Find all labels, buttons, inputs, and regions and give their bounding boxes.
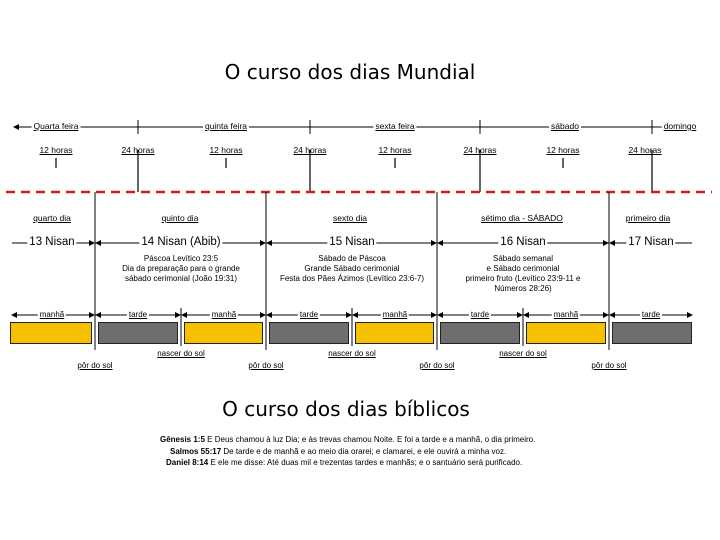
- biblical-day-fifth: quinto dia: [161, 213, 199, 223]
- morning-bar: [355, 322, 434, 344]
- verse-text: E Deus chamou à luz Dia; e às trevas cha…: [207, 435, 536, 444]
- world-day-saturday: sábado: [549, 121, 581, 131]
- period-afternoon: tarde: [468, 310, 492, 319]
- verse-ref: Salmos 55:17: [170, 446, 222, 456]
- sunset-label: pôr do sol: [419, 361, 455, 370]
- hour-ticks: [55, 150, 653, 192]
- period-morning: manhã: [37, 310, 67, 319]
- note-line: sábado cerimonial (João 19:31): [124, 274, 238, 283]
- page-title-world: O curso dos dias Mundial: [224, 60, 476, 84]
- note-nisan-16: Sábado semanal e Sábado cerimonial prime…: [465, 254, 580, 294]
- period-morning: manhã: [551, 310, 581, 319]
- morning-bar: [184, 322, 263, 344]
- period-afternoon: tarde: [639, 310, 663, 319]
- nisan-14: 14 Nisan (Abib): [139, 236, 223, 248]
- afternoon-bar: [98, 322, 178, 344]
- note-line: Dia da preparação para o grande: [122, 264, 240, 273]
- afternoon-bar: [269, 322, 349, 344]
- period-afternoon: tarde: [126, 310, 150, 319]
- note-line: Sábado semanal: [492, 254, 554, 263]
- note-line: Números 28:26): [494, 284, 552, 293]
- nisan-15: 15 Nisan: [327, 236, 377, 248]
- verses-block: Gênesis 1:5 E Deus chamou à luz Dia; e à…: [160, 434, 535, 469]
- page-title-biblical: O curso dos dias bíblicos: [222, 397, 470, 421]
- morning-bar: [526, 322, 606, 344]
- sunset-label: pôr do sol: [591, 361, 627, 370]
- note-line: primeiro fruto (Levítico 23:9-11 e: [465, 274, 581, 283]
- sunset-label: pôr do sol: [248, 361, 284, 370]
- hour-label: 12 horas: [209, 145, 243, 155]
- sunrise-label: nascer do sol: [499, 349, 547, 358]
- period-afternoon: tarde: [297, 310, 321, 319]
- afternoon-bar: [612, 322, 692, 344]
- world-day-thursday: quinta feira: [202, 121, 250, 131]
- world-day-boundaries: [137, 120, 653, 134]
- hour-label: 24 horas: [463, 145, 497, 155]
- verse-ref: Daniel 8:14: [166, 458, 209, 467]
- world-day-sunday: domingo: [661, 121, 699, 131]
- nisan-17: 17 Nisan: [626, 236, 676, 248]
- world-day-friday: sexta feira: [373, 121, 417, 131]
- sunset-label: pôr do sol: [77, 361, 113, 370]
- afternoon-bar: [440, 322, 520, 344]
- period-morning: manhã: [380, 310, 410, 319]
- period-morning: manhã: [209, 310, 239, 319]
- note-nisan-15: Sábado de Páscoa Grande Sábado cerimonia…: [280, 254, 424, 284]
- note-line: Grande Sábado cerimonial: [304, 264, 400, 273]
- biblical-day-boundaries: [94, 192, 610, 350]
- verse-line: Daniel 8:14 E ele me disse: Até duas mil…: [160, 457, 535, 469]
- note-nisan-14: Páscoa Levítico 23:5 Dia da preparação p…: [122, 254, 240, 284]
- biblical-day-seventh-sabbath: sétimo dia - SÁBADO: [481, 213, 563, 223]
- note-line: e Sábado cerimonial: [486, 264, 560, 273]
- nisan-16: 16 Nisan: [498, 236, 548, 248]
- morning-bar: [10, 322, 92, 344]
- hour-label: 24 horas: [628, 145, 662, 155]
- hour-label: 24 horas: [121, 145, 155, 155]
- verse-line: Salmos 55:17 De tarde e de manhã e ao me…: [160, 446, 535, 458]
- note-line: Páscoa Levítico 23:5: [143, 254, 219, 263]
- sunrise-label: nascer do sol: [328, 349, 376, 358]
- hour-label: 12 horas: [378, 145, 412, 155]
- note-line: Festa dos Pães Ázimos (Levítico 23:6-7): [279, 274, 425, 283]
- biblical-day-fourth: quarto dia: [33, 213, 71, 223]
- biblical-day-sixth: sexto dia: [332, 213, 368, 223]
- verse-ref: Gênesis 1:5: [160, 435, 205, 444]
- hour-label: 12 horas: [546, 145, 580, 155]
- nisan-13: 13 Nisan: [27, 236, 77, 248]
- note-line: Sábado de Páscoa: [318, 254, 386, 263]
- sunrise-label: nascer do sol: [157, 349, 205, 358]
- sunrise-ticks: [180, 308, 524, 346]
- verse-text: De tarde e de manhã e ao meio dia orarei…: [223, 446, 507, 456]
- hour-label: 12 horas: [39, 145, 73, 155]
- world-day-wednesday: Quarta feira: [31, 121, 81, 131]
- verse-line: Gênesis 1:5 E Deus chamou à luz Dia; e à…: [160, 434, 535, 446]
- biblical-day-first: primeiro dia: [625, 213, 671, 223]
- verse-text: E ele me disse: Até duas mil e trezentas…: [210, 458, 523, 467]
- hour-label: 24 horas: [293, 145, 327, 155]
